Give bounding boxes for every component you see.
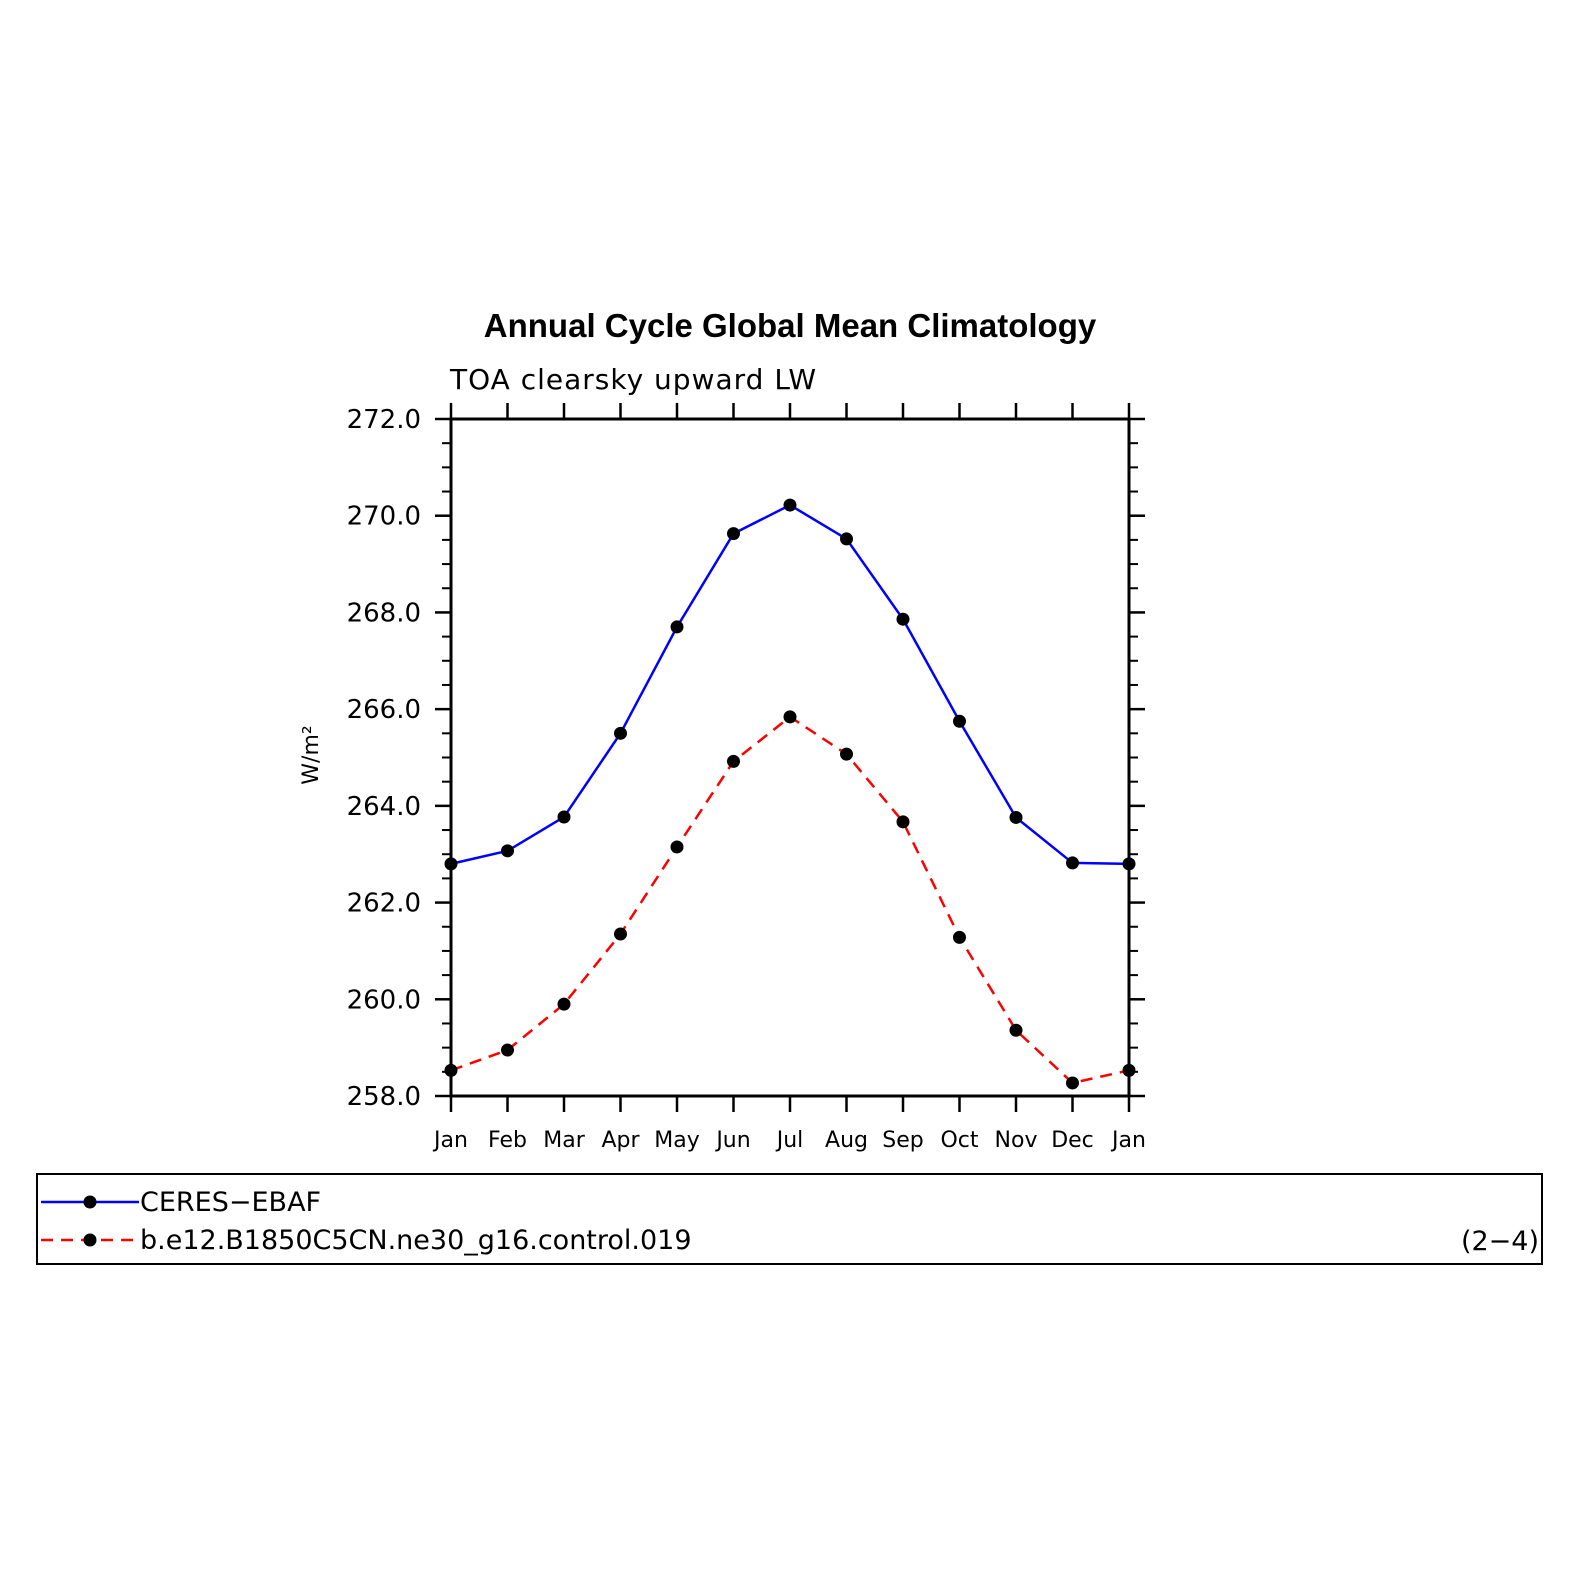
legend-label-0: CERES−EBAF [140,1187,321,1218]
y-tick-label: 262.0 [347,889,421,919]
plot-frame [449,417,1131,1098]
x-tick-label: Nov [995,1128,1038,1153]
series-layer [444,498,1136,1090]
data-point-s0-8 [896,612,910,626]
data-point-s0-9 [953,714,966,728]
axis-ticks: 258.0 260.0 262.0 264.0 266.0 268.0 270.0 272.0… [347,403,1146,1153]
data-point-s0-5 [727,527,740,541]
y-axis-label: W/m² [299,725,324,784]
y-tick-label: 272.0 [347,405,421,435]
y-tick-label: 258.0 [347,1082,421,1112]
y-tick-label: 266.0 [347,695,421,725]
data-point-s1-11 [1066,1076,1079,1090]
data-point-s1-9 [953,930,966,944]
legend-marker-1 [83,1233,97,1247]
data-point-s0-1 [501,844,514,858]
y-tick-label: 264.0 [347,792,421,822]
data-point-s1-12 [1122,1063,1136,1077]
data-point-s0-10 [1009,810,1023,824]
series-line-0 [450,503,1130,866]
data-point-s1-2 [557,997,571,1011]
data-point-s1-1 [501,1043,514,1057]
data-point-s0-2 [557,810,571,824]
x-tick-label: May [654,1128,699,1153]
x-tick-label: Oct [940,1128,978,1153]
y-tick-label: 270.0 [347,502,421,532]
data-point-s0-0 [444,857,458,871]
data-point-s0-4 [670,620,684,634]
data-point-s0-12 [1122,857,1136,871]
panel-label: (2−4) [1461,1226,1539,1257]
data-point-s0-7 [840,532,853,546]
chart-title: Annual Cycle Global Mean Climatology [484,307,1097,344]
data-point-s0-11 [1066,856,1079,870]
data-point-s1-4 [670,840,684,854]
x-tick-label: Feb [488,1128,527,1153]
legend-marker-0 [83,1195,97,1209]
x-tick-label: Apr [601,1128,640,1153]
x-tick-label: Mar [543,1128,585,1153]
data-point-s0-6 [783,498,797,512]
data-point-s1-6 [783,710,797,724]
x-tick-label: Jun [714,1128,750,1153]
chart-subtitle: TOA clearsky upward LW [449,363,817,396]
x-tick-label: Jan [432,1128,468,1153]
legend: CERES−EBAF b.e12.B1850C5CN.ne30_g16.contr… [36,1173,1543,1265]
legend-box [36,1173,1543,1265]
data-point-s1-5 [727,754,740,768]
data-point-s1-8 [896,815,910,829]
data-point-s0-3 [614,726,627,740]
data-point-s1-0 [444,1063,458,1077]
series-line-1 [450,715,1130,1085]
x-tick-label: Jan [1110,1128,1146,1153]
x-tick-label: Sep [882,1128,923,1153]
data-point-s1-3 [614,927,627,941]
x-tick-label: Jul [775,1128,804,1153]
x-tick-label: Dec [1051,1128,1094,1153]
legend-label-1: b.e12.B1850C5CN.ne30_g16.control.019 [140,1225,692,1256]
y-tick-label: 260.0 [347,985,421,1015]
data-point-s1-7 [840,747,853,761]
data-point-s1-10 [1009,1023,1023,1037]
y-tick-label: 268.0 [347,598,421,628]
x-tick-label: Aug [825,1128,868,1153]
